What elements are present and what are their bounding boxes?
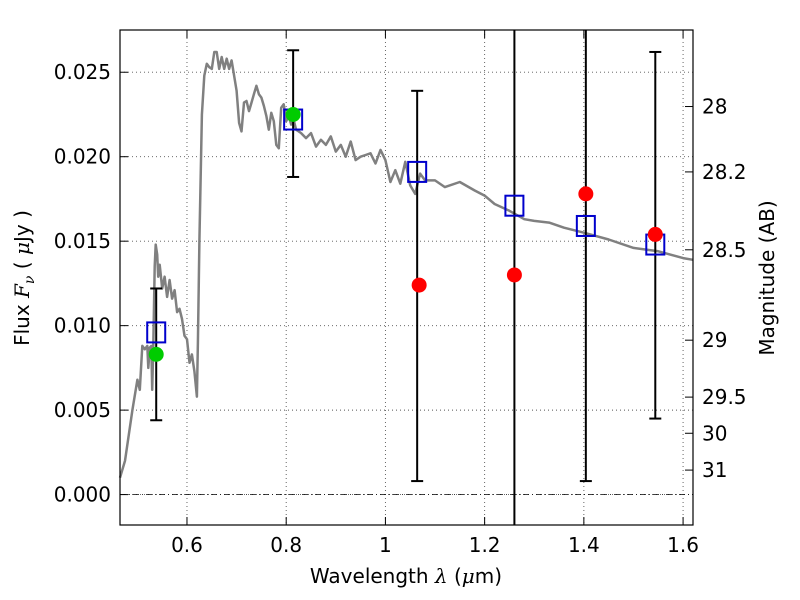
- x-tick-label: 1.2: [469, 533, 501, 557]
- y-axis-label: Flux Fν ( μJy ): [10, 210, 38, 346]
- y2-tick-label: 28.2: [702, 160, 747, 184]
- x-axis-label: Wavelength λ (μm): [310, 564, 502, 588]
- y-tick-label: 0.000: [54, 483, 111, 507]
- model-photometry-square: [146, 321, 167, 344]
- plot-frame: [119, 29, 694, 526]
- y-tick-label: 0.010: [54, 314, 111, 338]
- x-tick-label: 0.6: [171, 533, 203, 557]
- non-detection-point: [578, 186, 594, 202]
- y2-tick-label: 28: [702, 95, 727, 119]
- y2-tick-label: 31: [702, 458, 727, 482]
- error-bars: [150, 30, 662, 525]
- y2-tick-label: 30: [702, 421, 727, 445]
- x-tick-labels: 0.6 0.8 1 1.2 1.4 1.6: [171, 533, 699, 557]
- model-photometry-square: [407, 160, 428, 183]
- y2-tick-labels: 28 28.2 28.5 29 29.5 30 31: [702, 95, 747, 483]
- non-detection-point: [647, 226, 663, 242]
- x-tick-label: 0.8: [270, 533, 302, 557]
- y-tick-label: 0.020: [54, 145, 111, 169]
- x-tick-label: 1.6: [667, 533, 699, 557]
- observed-flux-markers: [148, 106, 663, 362]
- model-spectrum: [118, 50, 694, 479]
- grid: [120, 30, 693, 525]
- y2-axis-label: Magnitude (AB): [755, 200, 779, 355]
- non-detection-point: [411, 277, 427, 293]
- non-detection-point: [506, 267, 522, 283]
- model-photometry-square: [575, 214, 596, 237]
- spectrum-line: [118, 50, 694, 479]
- y2-tick-label: 29.5: [702, 385, 747, 409]
- model-photometry-square: [504, 194, 525, 217]
- x-tick-label: 1: [379, 533, 392, 557]
- y-tick-label: 0.015: [54, 229, 111, 253]
- axis-ticks: [120, 30, 693, 525]
- y-tick-label: 0.005: [54, 398, 111, 422]
- y-tick-label: 0.025: [54, 60, 111, 84]
- x-tick-label: 1.4: [568, 533, 600, 557]
- y2-tick-label: 28.5: [702, 238, 747, 262]
- detection-point: [148, 346, 164, 362]
- detection-point: [285, 106, 301, 122]
- y2-tick-label: 29: [702, 328, 727, 352]
- y-tick-labels: 0.000 0.005 0.010 0.015 0.020 0.025: [54, 60, 111, 506]
